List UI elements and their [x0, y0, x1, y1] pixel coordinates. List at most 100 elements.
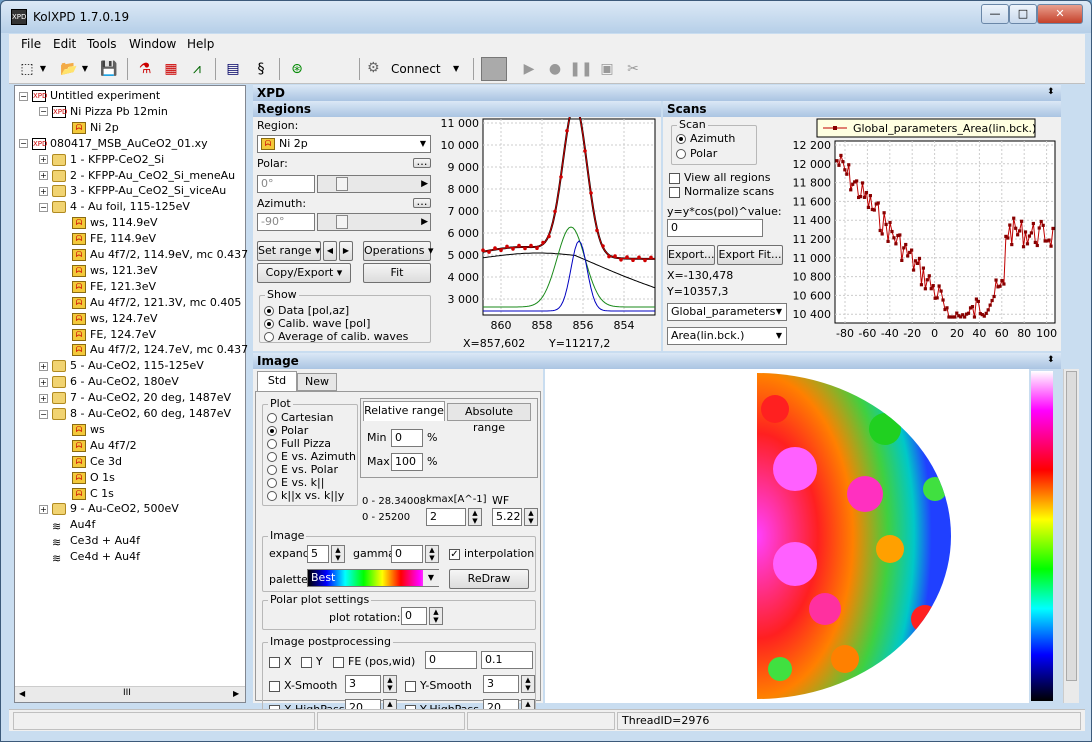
kmax-spinner[interactable]: ▲ ▼ [468, 508, 482, 526]
tree-expander-icon[interactable]: + [39, 361, 48, 371]
xsmooth-spinner[interactable]: ▲ ▼ [383, 675, 397, 693]
ysmooth-checkbox[interactable]: Y-Smooth [405, 679, 472, 692]
azimuth-field[interactable]: -90° [257, 213, 315, 231]
xsmooth-input[interactable]: 3 [345, 675, 381, 693]
tree-item[interactable]: − XPD Untitled experiment [19, 88, 160, 104]
view-all-checkbox[interactable]: View all regions [669, 171, 770, 184]
tree-item[interactable]: ᗣ Ce 3d [59, 454, 122, 470]
redraw-button[interactable]: ReDraw [449, 569, 529, 589]
palette-select[interactable]: Best [307, 569, 439, 587]
normalize-checkbox[interactable]: Normalize scans [669, 185, 774, 198]
save-auto-icon[interactable]: ▣ [600, 61, 614, 77]
tree-item[interactable]: ≋ Au4f [39, 517, 95, 533]
tree-item[interactable]: ᗣ O 1s [59, 470, 115, 486]
tree-item[interactable]: +1 - KFPP-CeO2_Si [39, 152, 164, 168]
interpolation-checkbox[interactable]: ✓ interpolation [449, 547, 535, 560]
plot-option-3[interactable]: E vs. Azimuth [267, 450, 356, 463]
plot-rotation-spinner[interactable]: ▲ ▼ [429, 607, 443, 625]
minimize-button[interactable]: — [981, 4, 1009, 24]
tree-item[interactable]: ≋ Ce3d + Au4f [39, 533, 140, 549]
new-dropdown-icon[interactable]: ▼ [39, 64, 47, 73]
export-fit-button[interactable]: Export Fit... [717, 245, 783, 265]
min-input[interactable]: 0 [391, 429, 423, 447]
tree-item[interactable]: ≋ Ce4d + Au4f [39, 549, 140, 565]
tree-expander-icon[interactable]: + [39, 393, 48, 403]
tree-item[interactable]: +7 - Au-CeO2, 20 deg, 1487eV [39, 390, 231, 406]
tree-item[interactable]: ᗣ FE, 124.7eV [59, 327, 156, 343]
tree-expander-icon[interactable]: − [39, 107, 48, 117]
open-dropdown-icon[interactable]: ▼ [81, 64, 89, 73]
tree-item[interactable]: +6 - Au-CeO2, 180eV [39, 374, 179, 390]
azimuth-more-button[interactable]: … [413, 196, 431, 208]
tree-item[interactable]: ᗣ Au 4f7/2, 121.3V, mc 0.405 [59, 295, 241, 311]
tree-item[interactable]: +9 - Au-CeO2, 500eV [39, 501, 179, 517]
xsmooth-checkbox[interactable]: X-Smooth [269, 679, 337, 692]
chevron-down-icon[interactable]: ▼ [423, 570, 439, 586]
copy-export-button[interactable]: Copy/Export ▾ [257, 263, 351, 283]
tree-item[interactable]: ᗣ C 1s [59, 486, 114, 502]
show-average-option[interactable]: Average of calib. waves [264, 330, 408, 343]
show-data-option[interactable]: Data [pol,az] [264, 304, 349, 317]
tree-expander-icon[interactable]: − [19, 91, 28, 101]
tree-item[interactable]: ᗣ ws [59, 422, 105, 438]
save-icon[interactable]: 💾 [100, 61, 118, 77]
chevron-down-icon[interactable]: ▼ [775, 331, 783, 340]
plot-option-2[interactable]: Full Pizza [267, 437, 331, 450]
menu-edit[interactable]: Edit [53, 37, 77, 51]
polar-slider[interactable]: ▶ [317, 175, 431, 193]
range-left-button[interactable]: ◀ [323, 241, 337, 261]
script-icon[interactable]: § [257, 61, 265, 77]
open-folder-icon[interactable]: 📂 [60, 61, 78, 77]
spectrum-chart[interactable]: 11 000 10 000 9 000 8 000 7 000 6 000 5 000 4 0… [437, 117, 661, 339]
region-select[interactable]: ᗣ Ni 2p [257, 135, 431, 153]
scroll-left-icon[interactable]: ◀ [19, 689, 26, 698]
fe-wid-input[interactable]: 0.1 [481, 651, 533, 669]
menu-file[interactable]: File [21, 37, 42, 51]
tree-scrollbar[interactable]: ◀ III ▶ [15, 686, 245, 702]
tree-expander-icon[interactable]: − [39, 409, 48, 419]
fit-tool-icon[interactable]: ⩘ [193, 61, 201, 77]
fe-checkbox[interactable]: FE (pos,wid) [333, 655, 415, 668]
tree-item[interactable]: − 4 - Au foil, 115-125eV [39, 199, 190, 215]
tab-absolute-range[interactable]: Absolute range [447, 403, 531, 434]
tree-item[interactable]: ᗣ FE, 114.9eV [59, 231, 156, 247]
tree-item[interactable]: ᗣ Ni 2p [59, 120, 119, 136]
expand-spinner[interactable]: ▲ ▼ [331, 545, 345, 563]
menu-tools[interactable]: Tools [87, 37, 117, 51]
tree-expander-icon[interactable]: + [39, 171, 48, 180]
chevron-down-icon[interactable]: ▼ [775, 307, 783, 316]
tree-item[interactable]: +2 - KFPP-Au_CeO2_Si_meneAu [39, 168, 235, 184]
tree-item[interactable]: +5 - Au-CeO2, 115-125eV [39, 358, 204, 374]
set-range-button[interactable]: Set range ▾ [257, 241, 321, 261]
tree-expander-icon[interactable]: + [39, 504, 48, 514]
tree-item[interactable]: ᗣ ws, 124.7eV [59, 311, 158, 327]
collapse-icon[interactable]: ⬍ [1047, 87, 1055, 97]
chevron-down-icon[interactable]: ▼ [419, 139, 427, 148]
calculator-icon[interactable]: ▤ [226, 61, 240, 77]
wf-input[interactable]: 5.22 [492, 508, 522, 526]
tree-expander-icon[interactable]: + [39, 186, 48, 196]
plot-option-5[interactable]: E vs. k|| [267, 476, 324, 489]
scan-chart[interactable]: 12 200 12 000 11 800 11 600 11 400 11 200 11 0… [791, 117, 1061, 351]
tree-item[interactable]: ᗣ ws, 114.9eV [59, 215, 158, 231]
image-scrollbar[interactable] [1063, 369, 1079, 703]
connect-button[interactable]: ⚙ Connect ▼ [365, 58, 465, 80]
tree-item[interactable]: − XPD Ni Pizza Pb 12min [39, 104, 168, 120]
tab-new[interactable]: New [297, 373, 337, 391]
collapse-icon[interactable]: ⬍ [1047, 355, 1055, 365]
plot-option-1[interactable]: Polar [267, 424, 308, 437]
menu-help[interactable]: Help [187, 37, 215, 51]
operations-button[interactable]: Operations ▾ [363, 241, 434, 261]
expand-input[interactable]: 5 [307, 545, 329, 563]
tree-item[interactable]: ᗣ Au 4f7/2 [59, 438, 137, 454]
spectrum-tool-icon[interactable]: ⚗ [138, 61, 152, 77]
plot-rotation-input[interactable]: 0 [401, 607, 427, 625]
pause-icon[interactable]: ❚❚ [569, 61, 593, 77]
tree-item[interactable]: ᗣ Au 4f7/2, 114.9eV, mc 0.437 [59, 247, 248, 263]
y-checkbox[interactable]: Y [301, 655, 323, 668]
formula-input[interactable]: 0 [667, 219, 763, 237]
image-tool-icon[interactable]: ▦ [164, 61, 178, 77]
kmax-input[interactable]: 2 [426, 508, 466, 526]
polar-more-button[interactable]: … [413, 156, 431, 168]
scan-parameter-select[interactable]: Global_parameters [667, 303, 787, 321]
